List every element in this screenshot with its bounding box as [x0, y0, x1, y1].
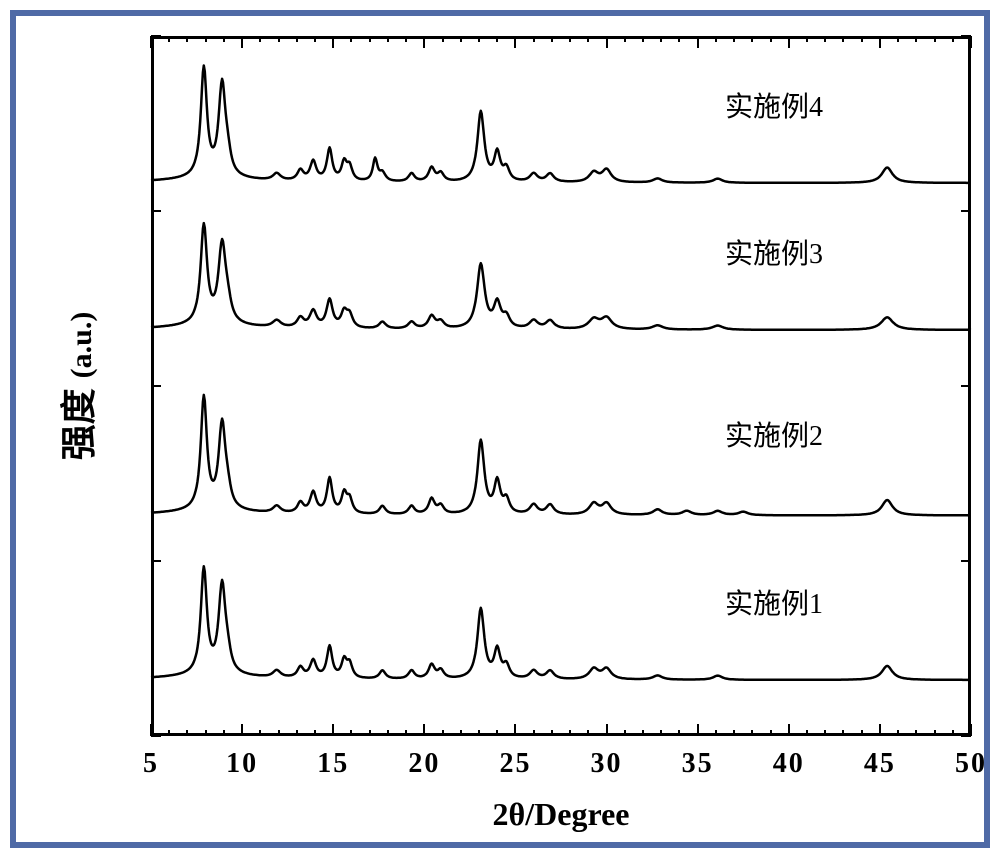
y-axis-title-main: 强度 [58, 388, 99, 460]
x-tick-label: 15 [317, 748, 349, 780]
x-tick-label: 45 [864, 748, 896, 780]
y-axis-title: 强度 (a.u.) [50, 312, 102, 461]
x-tick-label: 5 [143, 748, 159, 780]
x-tick-label: 50 [955, 748, 987, 780]
figure-frame: 实施例1实施例2实施例3实施例4 强度 (a.u.) 2θ/Degree 5 10… [10, 10, 990, 848]
y-axis-title-unit: (a.u.) [65, 312, 98, 379]
x-tick-label: 40 [773, 748, 805, 780]
xrd-trace-example4 [151, 36, 971, 736]
x-axis-title: 2θ/Degree [493, 796, 630, 833]
x-tick-label: 25 [499, 748, 531, 780]
plot-area: 实施例1实施例2实施例3实施例4 [151, 36, 971, 736]
x-tick-label: 10 [226, 748, 258, 780]
series-label-example4: 实施例4 [725, 85, 823, 125]
x-tick-label: 20 [408, 748, 440, 780]
x-tick-label: 30 [591, 748, 623, 780]
x-tick-label: 35 [682, 748, 714, 780]
